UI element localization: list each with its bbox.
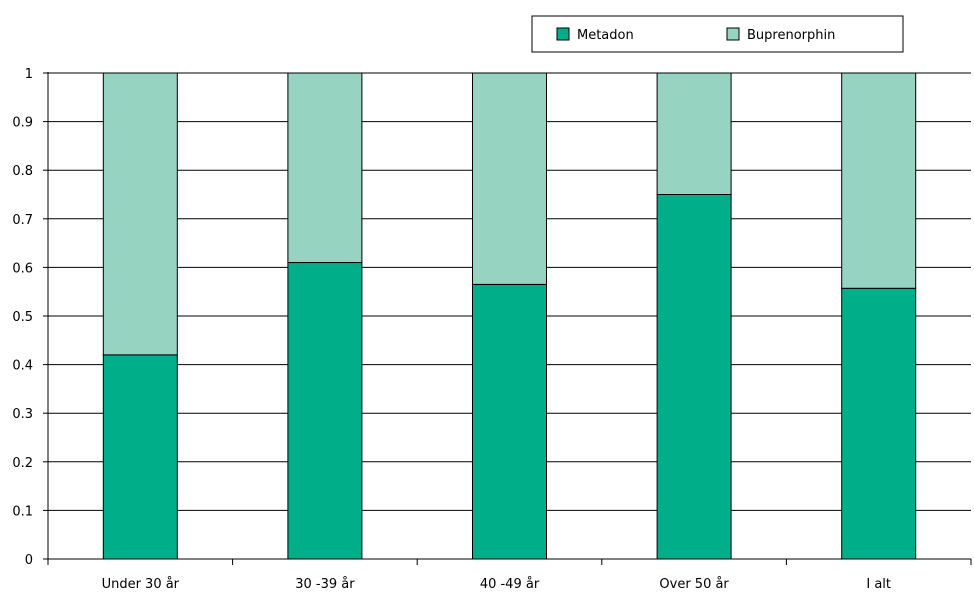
x-tick-label: 40 -49 år: [480, 577, 540, 592]
bar-buprenorphin: [472, 72, 547, 285]
axes: [43, 72, 972, 565]
y-tick-label: 0.4: [12, 359, 33, 374]
x-tick-label: 30 -39 år: [295, 577, 355, 592]
legend-swatch: [726, 27, 740, 41]
y-tick-label: 0.2: [12, 456, 33, 471]
legend-swatch: [556, 27, 570, 41]
y-tick-label: 0.9: [12, 116, 33, 131]
x-tick-label: Over 50 år: [659, 577, 729, 592]
bar-metadon: [656, 194, 732, 560]
bars-group: [102, 72, 917, 560]
legend-label: Metadon: [577, 28, 634, 43]
bar-buprenorphin: [656, 72, 732, 195]
bar-buprenorphin: [841, 72, 917, 289]
y-tick-label: 0.3: [12, 407, 33, 422]
x-tick-label: Under 30 år: [102, 577, 180, 592]
bar-buprenorphin: [287, 72, 363, 264]
y-tick-label: 0: [25, 553, 33, 568]
bar-buprenorphin: [102, 72, 178, 356]
y-tick-label: 0.5: [12, 310, 33, 325]
legend-label: Buprenorphin: [747, 28, 835, 43]
y-tick-label: 0.7: [12, 213, 33, 228]
legend: Metadon Buprenorphin: [531, 15, 904, 53]
bar-metadon: [102, 354, 178, 560]
y-tick-label: 0.6: [12, 261, 33, 276]
bar-metadon: [841, 287, 917, 560]
bar-metadon: [287, 262, 363, 560]
x-tick-labels: Under 30 år 30 -39 år 40 -49 år Over 50 år I…: [102, 577, 891, 592]
y-tick-label: 1: [25, 67, 33, 82]
bar-metadon: [472, 283, 547, 560]
y-tick-label: 0.8: [12, 164, 33, 179]
y-tick-labels: 0 0.1 0.2 0.3 0.4 0.5 0.6 0.7 0.8 0.9 1: [12, 67, 33, 568]
legend-box: [531, 15, 904, 53]
y-tick-label: 0.1: [12, 504, 33, 519]
x-tick-label: I alt: [866, 577, 891, 592]
